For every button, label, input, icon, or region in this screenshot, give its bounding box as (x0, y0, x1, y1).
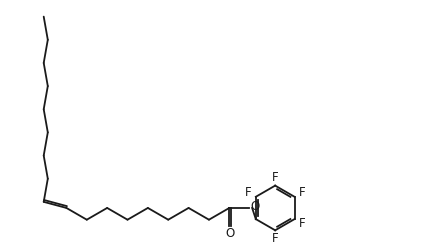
Text: F: F (272, 171, 279, 184)
Text: F: F (299, 186, 305, 199)
Text: O: O (225, 227, 235, 240)
Text: F: F (299, 217, 305, 230)
Text: O: O (250, 200, 259, 213)
Text: F: F (245, 186, 252, 199)
Text: F: F (272, 232, 279, 245)
